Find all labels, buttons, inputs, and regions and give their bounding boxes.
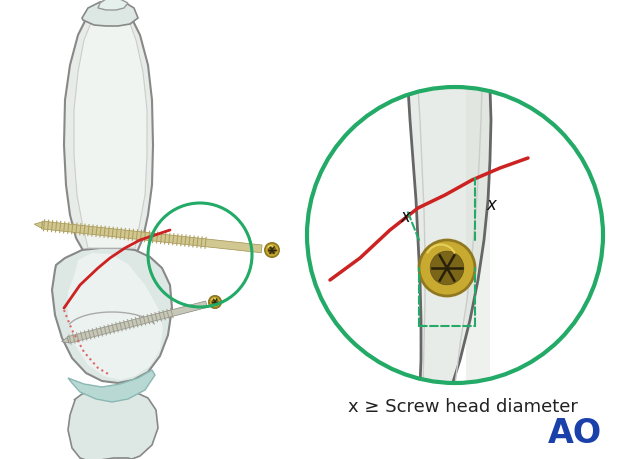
Circle shape (211, 298, 219, 306)
Polygon shape (76, 458, 148, 459)
Polygon shape (64, 254, 143, 344)
Polygon shape (466, 88, 490, 400)
Circle shape (419, 240, 475, 296)
Circle shape (268, 246, 277, 254)
Polygon shape (74, 18, 147, 248)
Polygon shape (34, 222, 42, 228)
Circle shape (430, 251, 464, 285)
Polygon shape (68, 253, 163, 380)
Polygon shape (52, 248, 172, 383)
Text: x: x (486, 196, 496, 214)
Polygon shape (64, 15, 153, 258)
Circle shape (265, 243, 279, 257)
Circle shape (209, 296, 221, 308)
Polygon shape (67, 301, 207, 343)
Text: AO: AO (548, 417, 602, 450)
Text: x: x (400, 208, 410, 226)
Polygon shape (68, 370, 155, 402)
Polygon shape (98, 0, 128, 10)
Text: x ≥ Screw head diameter: x ≥ Screw head diameter (348, 398, 578, 416)
Polygon shape (42, 221, 262, 253)
Circle shape (307, 87, 603, 383)
Polygon shape (68, 390, 158, 459)
Circle shape (209, 296, 221, 308)
Polygon shape (61, 337, 69, 343)
Polygon shape (82, 0, 138, 26)
Circle shape (211, 298, 219, 306)
Polygon shape (408, 88, 491, 400)
